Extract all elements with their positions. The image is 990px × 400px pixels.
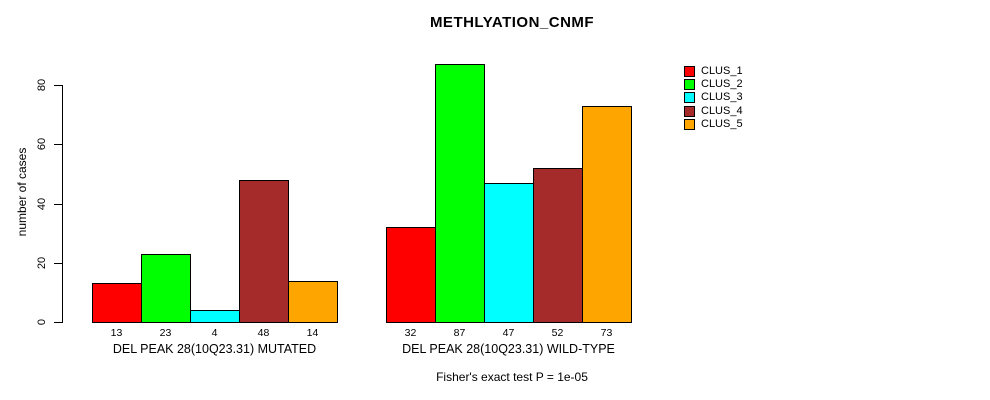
bar-CLUS_2-group2 (435, 64, 485, 323)
x-group-label: DEL PEAK 28(10Q23.31) WILD-TYPE (402, 342, 615, 356)
bar-CLUS_2-group1 (141, 254, 191, 323)
bar-value-label: 14 (306, 327, 319, 339)
y-tick-mark (54, 203, 62, 205)
y-tick-label: 40 (36, 197, 48, 210)
legend-label-CLUS_5: CLUS_5 (701, 117, 743, 130)
bar-value-label: 23 (159, 327, 172, 339)
legend-swatch-CLUS_3 (684, 92, 695, 104)
legend-swatch-CLUS_5 (684, 118, 695, 130)
y-tick-label: 60 (36, 138, 48, 151)
legend-label-CLUS_3: CLUS_3 (701, 91, 743, 104)
legend-label-CLUS_4: CLUS_4 (701, 104, 743, 117)
bar-CLUS_3-group1 (190, 310, 240, 323)
legend-label-CLUS_1: CLUS_1 (701, 65, 743, 77)
y-tick-label: 20 (36, 256, 48, 269)
bar-CLUS_1-group1 (92, 283, 142, 323)
y-tick-mark (54, 144, 62, 146)
y-tick-mark (54, 322, 62, 323)
bar-value-label: 32 (404, 327, 417, 339)
fisher-test-note: Fisher's exact test P = 1e-05 (436, 370, 588, 384)
y-axis-line (62, 85, 63, 323)
bar-value-label: 47 (502, 327, 515, 339)
bar-value-label: 73 (600, 327, 613, 339)
bar-CLUS_3-group2 (484, 183, 534, 323)
x-group-label: DEL PEAK 28(10Q23.31) MUTATED (112, 342, 317, 356)
legend-swatch-CLUS_4 (684, 105, 695, 117)
bar-CLUS_4-group1 (239, 180, 289, 323)
y-tick-mark (54, 262, 62, 264)
bar-CLUS_4-group2 (533, 168, 583, 323)
y-axis-label: number of cases (15, 147, 29, 237)
chart-title: METHLYATION_CNMF (429, 14, 595, 31)
bar-CLUS_5-group2 (582, 106, 632, 323)
bar-CLUS_1-group2 (386, 227, 436, 323)
legend-label-CLUS_2: CLUS_2 (701, 78, 743, 91)
y-tick-mark (54, 85, 62, 86)
bar-value-label: 48 (257, 327, 270, 339)
bar-value-label: 4 (211, 327, 218, 339)
bar-CLUS_5-group1 (288, 281, 338, 323)
legend-swatch-CLUS_1 (684, 66, 695, 77)
legend-swatch-CLUS_2 (684, 79, 695, 91)
bar-value-label: 13 (110, 327, 123, 339)
bar-value-label: 52 (551, 327, 564, 339)
y-tick-label: 0 (36, 318, 48, 326)
bar-value-label: 87 (453, 327, 466, 339)
y-tick-label: 80 (36, 78, 48, 92)
